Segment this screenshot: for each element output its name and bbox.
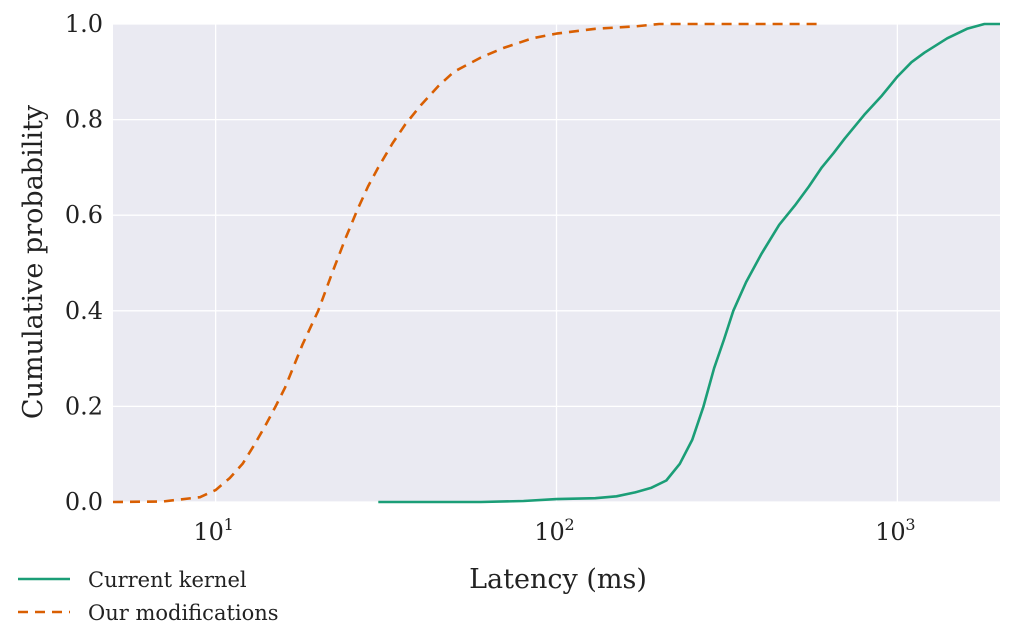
y-tick-label: 0.2 (65, 392, 103, 420)
series-line-current-kernel (378, 22, 1000, 504)
y-tick-label: 0.4 (65, 297, 103, 325)
grid-lines (113, 23, 1000, 503)
legend: Current kernel Our modifications (18, 568, 279, 625)
x-tick-exponent: 3 (905, 515, 915, 534)
x-tick-exponent: 2 (565, 515, 575, 534)
legend-label: Current kernel (88, 568, 247, 592)
y-tick-label: 0.0 (65, 488, 103, 516)
x-tick-label: 10 (534, 518, 565, 546)
legend-label: Our modifications (88, 601, 279, 625)
y-tick-label: 0.6 (65, 201, 103, 229)
series-line-our-modifications (112, 22, 822, 504)
y-tick-label: 0.8 (65, 106, 103, 134)
y-axis-label: Cumulative probability (18, 104, 49, 419)
x-tick-label: 10 (875, 518, 906, 546)
x-axis-label: Latency (ms) (469, 564, 647, 595)
series-lines (112, 22, 1000, 504)
y-tick-label: 1.0 (65, 10, 103, 38)
x-tick-label: 10 (193, 518, 224, 546)
y-tick-labels: 0.0 0.2 0.4 0.6 0.8 1.0 (65, 10, 103, 516)
x-tick-exponent: 1 (224, 515, 234, 534)
x-tick-labels: 10 1 10 2 10 3 (193, 515, 915, 546)
